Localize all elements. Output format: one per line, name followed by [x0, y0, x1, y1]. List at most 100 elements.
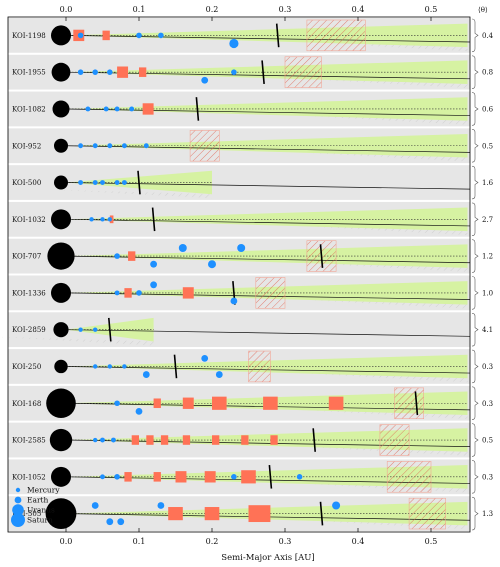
planet-dot	[215, 371, 223, 378]
top-tick-label: 0.5	[425, 5, 438, 14]
hatched-region	[379, 424, 410, 456]
planet-dot	[150, 281, 158, 289]
host-star	[54, 359, 68, 374]
system-value-label: 0.5	[482, 437, 493, 445]
transit-box	[153, 398, 161, 409]
system-row: KOI-500	[8, 165, 471, 200]
system-label: KOI-505	[12, 510, 41, 518]
host-star	[54, 175, 68, 190]
transit-box	[131, 435, 139, 445]
planet-dot	[93, 364, 98, 369]
marker-line	[173, 354, 178, 379]
system-label: KOI-1032	[12, 216, 46, 224]
planet-dot	[100, 217, 105, 222]
marker-line	[319, 244, 324, 268]
top-tick-label: 0.2	[206, 5, 219, 14]
transit-box	[124, 472, 132, 482]
system-label: KOI-2859	[12, 326, 46, 334]
planet-dot	[78, 143, 84, 149]
system-value-label: 0.4	[482, 32, 494, 40]
value-bracket	[471, 460, 479, 494]
transit-box	[124, 288, 132, 298]
marker-line	[414, 391, 419, 416]
uncertainty-wedge	[307, 152, 468, 162]
transit-box	[175, 471, 187, 483]
uncertainty-wedge	[52, 189, 212, 199]
planet-dot	[91, 502, 99, 509]
planet-dot	[107, 217, 113, 222]
system-rows: KOI-1198 KOI-1955 KOI-1082 KOI-952 KOI-500 KO…	[0, 18, 471, 531]
transit-box	[212, 396, 227, 410]
transit-box	[182, 397, 194, 409]
bottom-tick-label: 0.2	[206, 537, 219, 546]
system-row: KOI-2585	[8, 422, 471, 458]
system-row: KOI-1032	[8, 201, 471, 237]
top-tick-label: 0.1	[133, 5, 146, 14]
planet-dot	[107, 69, 113, 75]
planet-dot	[237, 244, 246, 253]
habitable-wedge	[66, 133, 468, 158]
transit-box	[102, 30, 110, 41]
uncertainty-wedge	[307, 263, 468, 272]
marker-line	[137, 170, 141, 195]
host-star	[51, 209, 71, 230]
planet-dot	[231, 69, 237, 75]
value-bracket	[471, 312, 479, 347]
legend-label: Mercury	[27, 486, 60, 495]
marker-line	[261, 60, 265, 85]
planet-dot	[332, 501, 341, 510]
uncertainty-wedge	[307, 373, 468, 383]
planet-dot	[114, 253, 120, 259]
planet-dot	[135, 407, 143, 415]
system-value-label: 1.0	[482, 289, 493, 297]
marker-line	[268, 464, 273, 489]
x-axis-title: Semi-Major Axis [AU]	[221, 553, 314, 563]
planet-dot	[143, 143, 149, 149]
transit-box	[160, 435, 169, 445]
system-value-label: 0.8	[482, 69, 493, 77]
habitable-wedge	[66, 60, 468, 84]
system-value-label: 0.3	[482, 363, 493, 371]
planet-dot	[230, 297, 238, 305]
system-label: KOI-1082	[12, 105, 46, 113]
transit-box	[248, 505, 271, 523]
system-value-label: 0.5	[482, 142, 493, 150]
host-star	[51, 25, 71, 46]
system-value-label: 1.2	[482, 253, 493, 261]
transit-box	[328, 396, 344, 410]
system-value-label: 4.1	[482, 326, 493, 334]
planet-dot	[158, 32, 164, 39]
uncertainty-wedge	[307, 79, 468, 88]
top-tick-label: 0.4	[352, 5, 365, 14]
planet-dot	[129, 106, 135, 112]
planet-dot	[121, 143, 127, 149]
planet-dot	[77, 32, 84, 39]
planet-dot	[78, 180, 84, 185]
top-tick-label: 0.3	[279, 5, 292, 14]
transit-box	[146, 435, 154, 445]
planet-dot	[77, 69, 84, 75]
planet-dot	[150, 260, 158, 268]
hatched-region	[386, 461, 432, 493]
top-tick-label: 0.0	[60, 5, 73, 14]
system-label: KOI-952	[12, 142, 41, 150]
host-star	[46, 388, 76, 419]
habitable-wedge	[66, 97, 468, 121]
value-bracket	[471, 165, 479, 200]
planet-dot	[100, 437, 105, 443]
planet-dot	[93, 327, 98, 332]
hatched-region	[255, 277, 286, 309]
host-star	[49, 428, 73, 452]
system-label: KOI-2585	[12, 437, 46, 445]
value-bracket	[471, 276, 479, 310]
planet-dot	[92, 69, 98, 75]
transit-box	[241, 435, 249, 445]
host-star	[47, 242, 75, 270]
planet-dot	[157, 502, 165, 509]
legend-marker	[12, 504, 24, 516]
uncertainty-wedge	[307, 116, 468, 125]
planet-dot	[201, 76, 209, 84]
planet-dot	[92, 143, 98, 149]
host-star	[52, 100, 70, 118]
